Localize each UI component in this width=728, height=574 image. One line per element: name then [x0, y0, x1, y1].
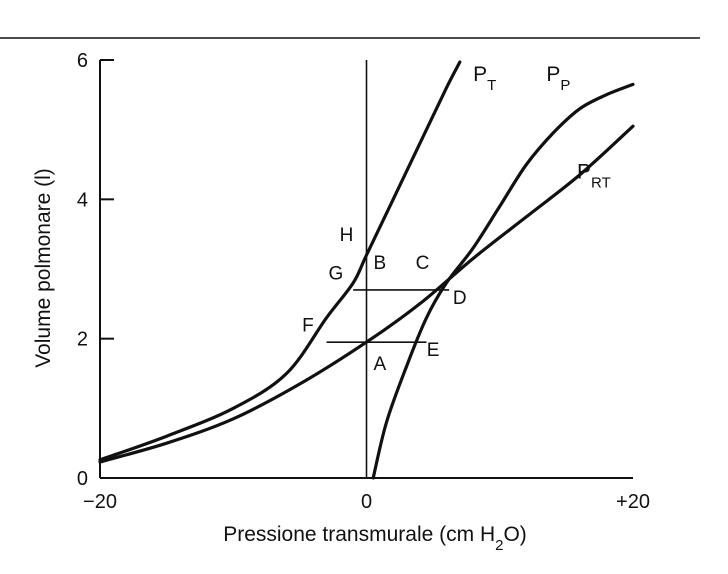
curve-pt — [98, 60, 462, 462]
curve-prt — [98, 124, 635, 464]
curves — [98, 60, 635, 480]
curve-label-pt: PT — [473, 63, 496, 94]
point-a: A — [373, 354, 386, 375]
point-d: D — [453, 288, 467, 309]
point-h: H — [340, 225, 354, 246]
y-tick-label: 0 — [77, 468, 88, 490]
y-tick-label: 4 — [77, 189, 88, 211]
y-axis-title: Volume polmonare (l) — [32, 168, 55, 368]
x-tick-label: +20 — [616, 491, 650, 513]
y-tick-label: 2 — [77, 329, 88, 351]
point-labels: HG B C D F A E — [302, 225, 467, 375]
point-b: B — [373, 253, 386, 274]
x-tick-label: −20 — [83, 491, 117, 513]
curve-pp — [371, 82, 635, 480]
x-tick-label: 0 — [361, 491, 372, 513]
point-g: G — [328, 263, 343, 284]
y-tick-label: 6 — [77, 50, 88, 72]
point-f: F — [302, 316, 314, 337]
point-c: C — [416, 253, 430, 274]
curve-labels: PT PP PRT — [473, 63, 611, 191]
point-e: E — [427, 340, 440, 361]
x-axis-title: Pressione transmurale (cm H2O) — [223, 523, 527, 554]
segments — [326, 289, 450, 343]
curve-label-pp: PP — [546, 63, 570, 94]
axes — [99, 60, 633, 479]
curve-label-prt: PRT — [577, 160, 611, 191]
